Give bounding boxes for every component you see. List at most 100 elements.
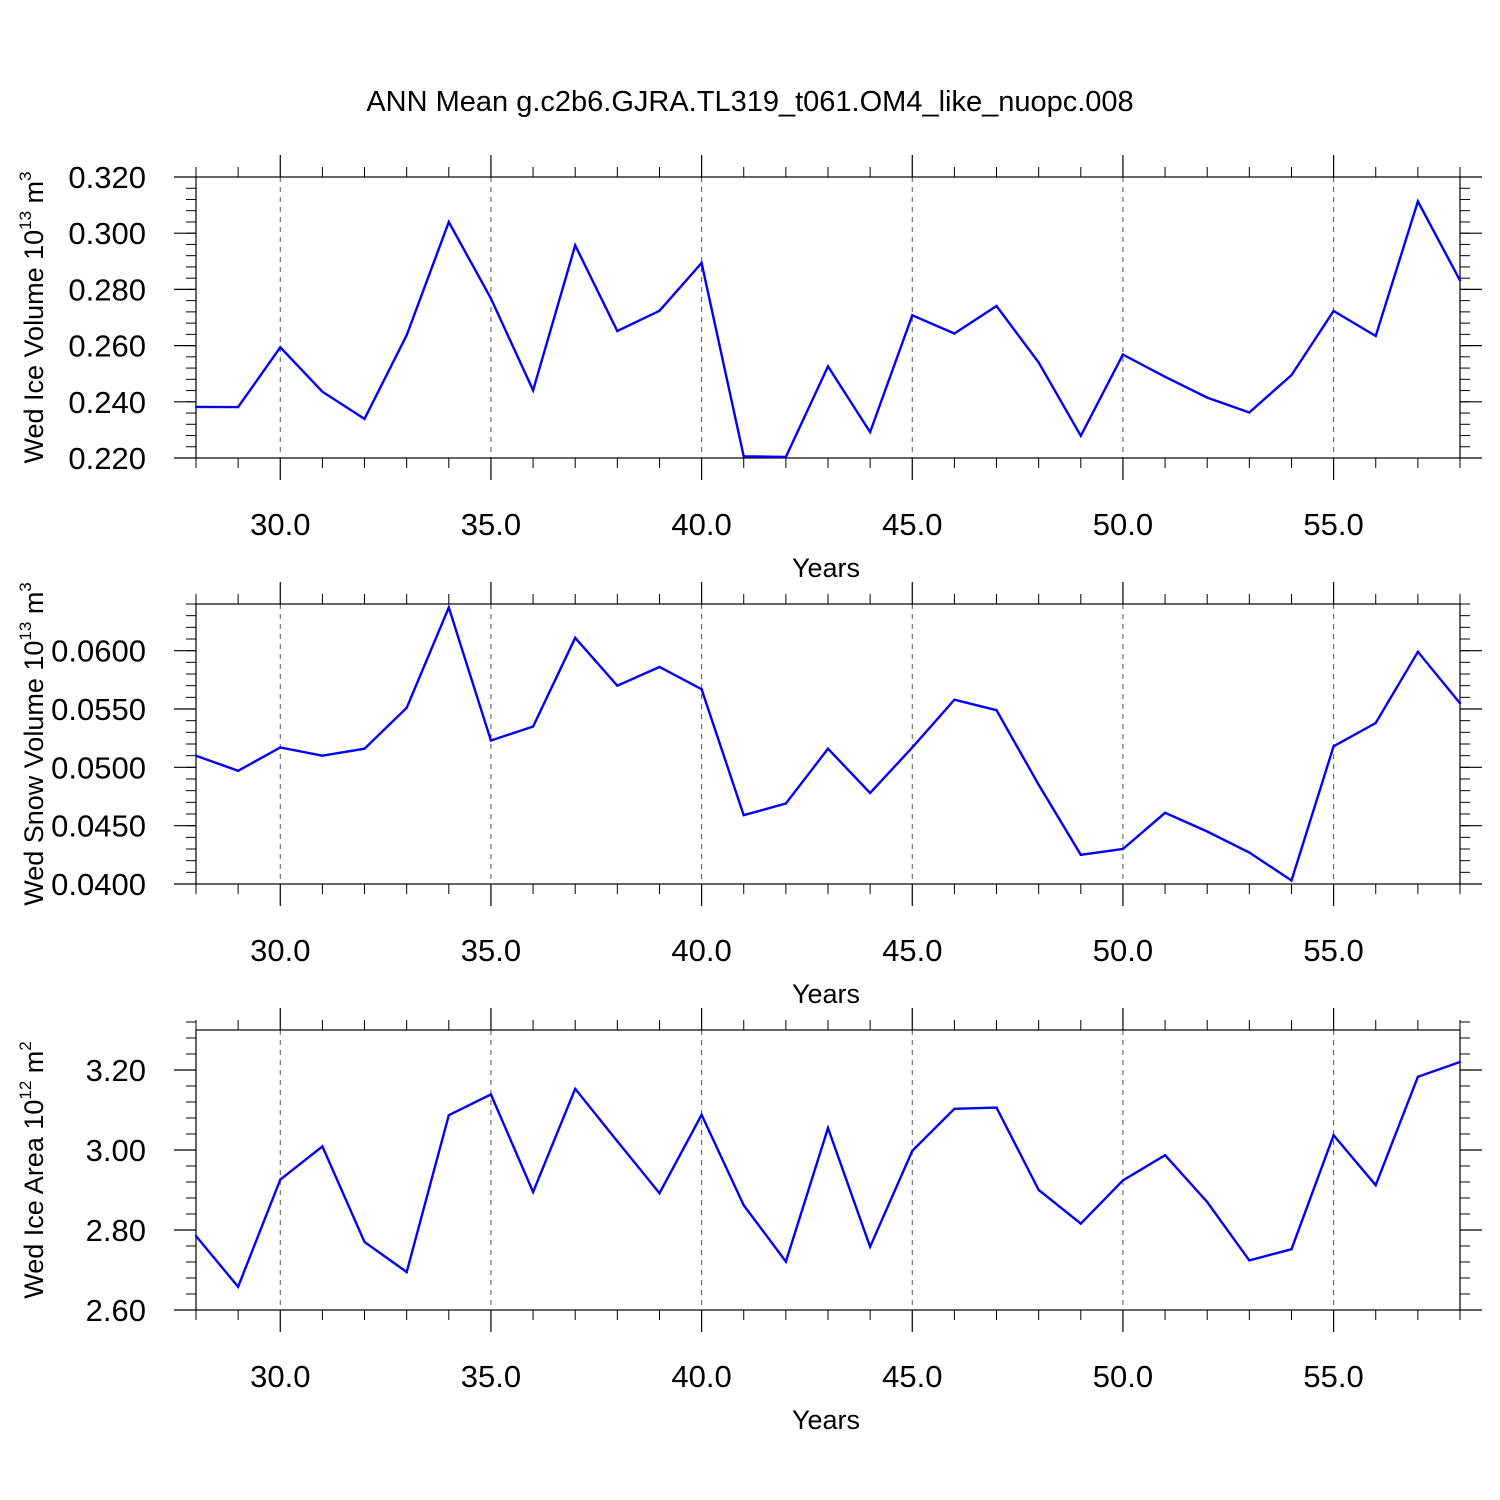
data-point [574,1087,577,1091]
data-point [531,389,535,392]
data-point [531,725,535,728]
x-tick-label: 50.0 [1093,933,1153,968]
y-tick-label: 0.0600 [51,634,146,669]
series-line [195,1060,1461,1290]
data-point [826,1126,830,1130]
data-point [236,769,240,773]
data-point [1163,1154,1167,1157]
data-point [489,739,493,742]
x-tick-label: 45.0 [882,1359,942,1394]
data-point [868,791,872,795]
data-point [868,1245,872,1249]
data-point [194,405,198,409]
data-point [953,1107,956,1111]
y-axis-label: Wed Ice Area 1012 m2 [16,1041,49,1299]
data-point [1374,1184,1377,1187]
data-point [405,334,408,337]
data-point [616,684,619,687]
data-point [321,754,324,757]
y-axis-label-main: Wed Ice Volume 10 [19,230,49,464]
data-point [1290,1248,1293,1251]
data-point [194,754,198,757]
data-point [236,405,240,409]
data-point [700,687,703,691]
data-point [236,1285,240,1289]
plot-frame [195,176,1461,459]
data-point [194,1234,198,1238]
y-tick-label: 0.220 [68,441,146,476]
snow-volume-panel: 0.0400 0.0450 0.0500 0.0550 0.0600 30.0 35.0 40… [16,582,1482,1009]
data-point [700,261,703,265]
data-point [658,1192,661,1195]
data-point [405,706,408,710]
data-point [1290,879,1293,882]
data-point [1163,375,1167,378]
data-point [1037,361,1040,364]
data-point [574,636,577,640]
x-tick-label: 30.0 [250,933,310,968]
y-axis-label-exponent: 2 [16,1041,35,1050]
y-tick-label: 0.260 [68,329,146,364]
data-point [321,390,324,393]
y-tick-label: 0.320 [68,160,146,195]
data-point [911,746,914,749]
data-point [1290,373,1293,377]
data-point [911,1149,914,1153]
data-point [742,455,745,458]
data-point [995,304,998,308]
y-tick-label: 0.0550 [51,692,146,727]
x-tick-label: 55.0 [1303,507,1363,542]
data-point [1121,1179,1125,1182]
data-point [447,1114,450,1117]
y-axis-label: Wed Snow Volume 1013 m3 [16,582,49,906]
data-point [447,220,450,224]
data-point [1248,851,1251,854]
plot-frame [195,1029,1461,1311]
data-point [658,309,661,312]
y-tick-label: 2.60 [86,1293,146,1328]
ice-volume-panel: 0.220 0.240 0.260 0.280 0.300 0.320 30.0 35.0 40… [16,155,1482,583]
data-point [1206,830,1209,833]
data-point [616,1140,619,1143]
data-point [1332,309,1335,313]
data-point [1248,411,1251,414]
data-point [1332,1134,1335,1137]
y-axis-label-exponent: 12 [16,1081,35,1100]
y-tick-label: 0.280 [68,272,146,307]
y-tick-label: 0.0500 [51,750,146,785]
y-axis-label-unit: m [19,1051,49,1081]
data-point [279,746,282,749]
data-point [700,1113,703,1117]
data-point [1332,745,1335,748]
data-point [279,1178,282,1181]
y-tick-label: 2.80 [86,1213,146,1248]
data-point [784,455,788,459]
x-tick-label: 55.0 [1303,1359,1363,1394]
data-point [1206,396,1209,399]
data-point [321,1145,324,1148]
data-point [1079,853,1083,857]
x-tick-label: 50.0 [1093,507,1153,542]
y-axis-label-exponent: 13 [16,622,35,641]
data-point [1079,434,1083,438]
x-tick-label: 35.0 [461,1359,521,1394]
data-point [489,1093,493,1096]
y-axis-label-exponent: 3 [16,582,35,591]
data-point [1416,1075,1420,1079]
data-point [1416,200,1420,203]
data-point [531,1190,535,1194]
x-tick-label: 35.0 [461,507,521,542]
data-point [363,747,366,750]
x-tick-label: 40.0 [671,933,731,968]
x-axis-label: Years [792,553,860,583]
x-tick-label: 30.0 [250,1359,310,1394]
data-point [742,813,745,817]
data-point [1458,279,1462,282]
data-point [1458,1060,1462,1064]
x-tick-label: 30.0 [250,507,310,542]
data-point [784,802,788,805]
y-tick-label: 0.300 [68,216,146,251]
data-point [742,1204,745,1207]
y-tick-label: 0.0450 [51,809,146,844]
